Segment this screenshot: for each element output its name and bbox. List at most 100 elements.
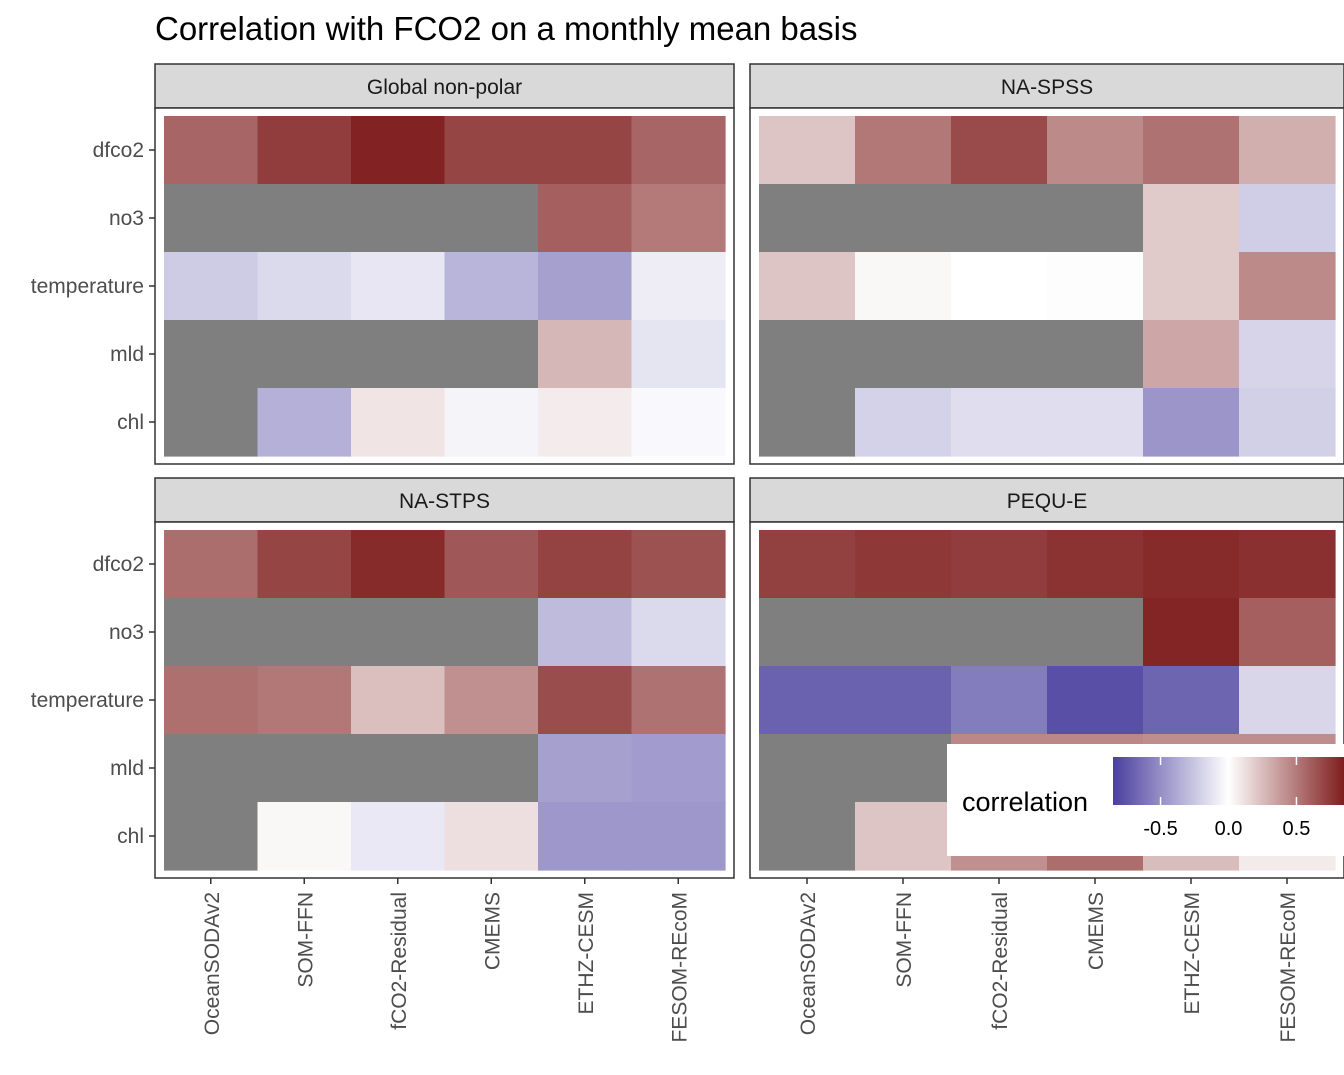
heatmap-cell xyxy=(1239,666,1336,735)
chart-title: Correlation with FCO2 on a monthly mean … xyxy=(155,10,857,47)
heatmap-cell xyxy=(164,184,259,253)
legend-tick-label: -0.5 xyxy=(1143,818,1177,840)
heatmap-cell xyxy=(164,666,259,735)
x-tick-label: FESOM-REcoM xyxy=(668,892,691,1043)
heatmap-cell xyxy=(759,666,856,735)
heatmap-cell xyxy=(1047,184,1144,253)
heatmap-cell xyxy=(351,184,446,253)
heatmap-cell xyxy=(444,802,539,871)
heatmap-cell xyxy=(257,666,352,735)
heatmap-cell xyxy=(1239,252,1336,321)
heatmap-cell xyxy=(1143,184,1240,253)
heatmap-cell xyxy=(1047,116,1144,185)
heatmap-cell xyxy=(351,320,446,389)
y-axes: dfco2 no3 temperature mld chl dfco2 no3 tempera… xyxy=(31,139,155,848)
x-axes: OceanSODAv2 SOM-FFN fCO2-Residual CMEMS ETHZ… xyxy=(201,878,1300,1043)
heatmap-cell xyxy=(759,734,856,803)
heatmap-cell xyxy=(1239,116,1336,185)
y-tick-label: no3 xyxy=(109,207,144,230)
y-tick-label: temperature xyxy=(31,689,144,712)
heatmap-cell xyxy=(1143,388,1240,457)
heatmap-cell xyxy=(257,252,352,321)
heatmap-cell xyxy=(538,530,633,599)
heatmap-cell xyxy=(631,388,726,457)
heatmap-cell xyxy=(538,802,633,871)
heatmap-cell xyxy=(164,388,259,457)
x-tick-label: CMEMS xyxy=(1085,892,1108,970)
heatmap-cell xyxy=(1239,598,1336,667)
heatmap-cell xyxy=(855,734,952,803)
heatmap-cell xyxy=(444,734,539,803)
heatmap-cell xyxy=(538,184,633,253)
facet-strip xyxy=(749,63,1344,109)
heatmap-cell xyxy=(351,388,446,457)
heatmap-cell xyxy=(444,388,539,457)
facet-strip xyxy=(154,477,735,523)
x-tick-label: FESOM-REcoM xyxy=(1277,892,1300,1043)
heatmap-cell xyxy=(951,388,1048,457)
y-tick-label: chl xyxy=(117,825,144,848)
heatmap-cell xyxy=(257,388,352,457)
heatmap-cell xyxy=(257,802,352,871)
heatmap-cell xyxy=(351,252,446,321)
heatmap-cell xyxy=(257,320,352,389)
heatmap-cell xyxy=(855,388,952,457)
heatmap-cell xyxy=(538,116,633,185)
heatmap-cell xyxy=(1239,388,1336,457)
heatmap-cell xyxy=(164,530,259,599)
heatmap-cell xyxy=(1047,320,1144,389)
heatmap-cell xyxy=(951,116,1048,185)
heatmap-cell xyxy=(1047,530,1144,599)
heatmap-cell xyxy=(444,320,539,389)
heatmap-cell xyxy=(538,388,633,457)
heatmap-cell xyxy=(759,802,856,871)
heatmap-cell xyxy=(631,734,726,803)
y-tick-label: no3 xyxy=(109,621,144,644)
heatmap-cell xyxy=(444,252,539,321)
heatmap-cell xyxy=(164,252,259,321)
heatmap-cell xyxy=(1047,598,1144,667)
heatmap-cell xyxy=(444,530,539,599)
heatmap-cell xyxy=(1047,666,1144,735)
legend-ticks: -0.5 0.0 0.5 xyxy=(1143,757,1310,840)
heatmap-cell xyxy=(1143,252,1240,321)
y-tick-label: mld xyxy=(110,757,144,780)
heatmap-cell xyxy=(951,252,1048,321)
heatmap-cell xyxy=(1143,320,1240,389)
x-tick-label: fCO2-Residual xyxy=(388,892,411,1030)
heatmap-cell xyxy=(759,598,856,667)
heatmap-cell xyxy=(257,734,352,803)
heatmap-cell xyxy=(351,116,446,185)
heatmap-cell xyxy=(1047,388,1144,457)
heatmap-cell xyxy=(538,320,633,389)
facet-panel: NA-STPS xyxy=(154,477,735,879)
heatmap-cell xyxy=(1239,530,1336,599)
heatmap-cell xyxy=(759,252,856,321)
heatmap-cell xyxy=(351,734,446,803)
facet-strip xyxy=(154,63,735,109)
heatmap-cell xyxy=(855,320,952,389)
facet-strip-label: NA-STPS xyxy=(399,490,490,513)
x-tick-label: SOM-FFN xyxy=(294,892,317,988)
legend-tick-label: 0.0 xyxy=(1215,818,1243,840)
heatmap-cell xyxy=(444,666,539,735)
heatmap-cell xyxy=(257,530,352,599)
heatmap-cell xyxy=(855,598,952,667)
heatmap-cell xyxy=(1143,598,1240,667)
heatmap-cell xyxy=(759,530,856,599)
heatmap-cell xyxy=(951,530,1048,599)
heatmap-cell xyxy=(444,116,539,185)
heatmap-cell xyxy=(631,530,726,599)
legend-tick-label: 0.5 xyxy=(1283,818,1311,840)
heatmap-cell xyxy=(164,116,259,185)
heatmap-cell xyxy=(1143,530,1240,599)
heatmap-cell xyxy=(631,252,726,321)
heatmap-cell xyxy=(351,598,446,667)
y-tick-label: dfco2 xyxy=(93,553,144,576)
x-tick-label: ETHZ-CESM xyxy=(1181,892,1204,1015)
heatmap-cell xyxy=(444,184,539,253)
heatmap-cell xyxy=(538,666,633,735)
heatmap-cell xyxy=(855,666,952,735)
legend: correlation -0.5 0.0 0.5 xyxy=(947,744,1344,856)
